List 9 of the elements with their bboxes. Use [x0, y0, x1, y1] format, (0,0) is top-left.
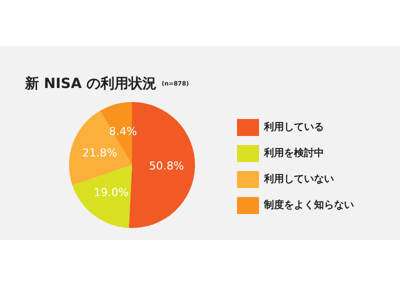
legend-label: 利用している	[263, 121, 324, 133]
data-label: 8.4%	[109, 125, 137, 138]
data-label: 19.0%	[94, 186, 129, 200]
data-label: 50.8%	[149, 159, 184, 172]
legend-label: 制度をよく知らない	[263, 199, 354, 211]
data-label: 21.8%	[82, 146, 118, 160]
chart-title: 新 NISA の利用状況	[24, 75, 157, 92]
legend-label: 利用していない	[263, 173, 334, 185]
legend-label: 利用を検討中	[263, 147, 324, 159]
